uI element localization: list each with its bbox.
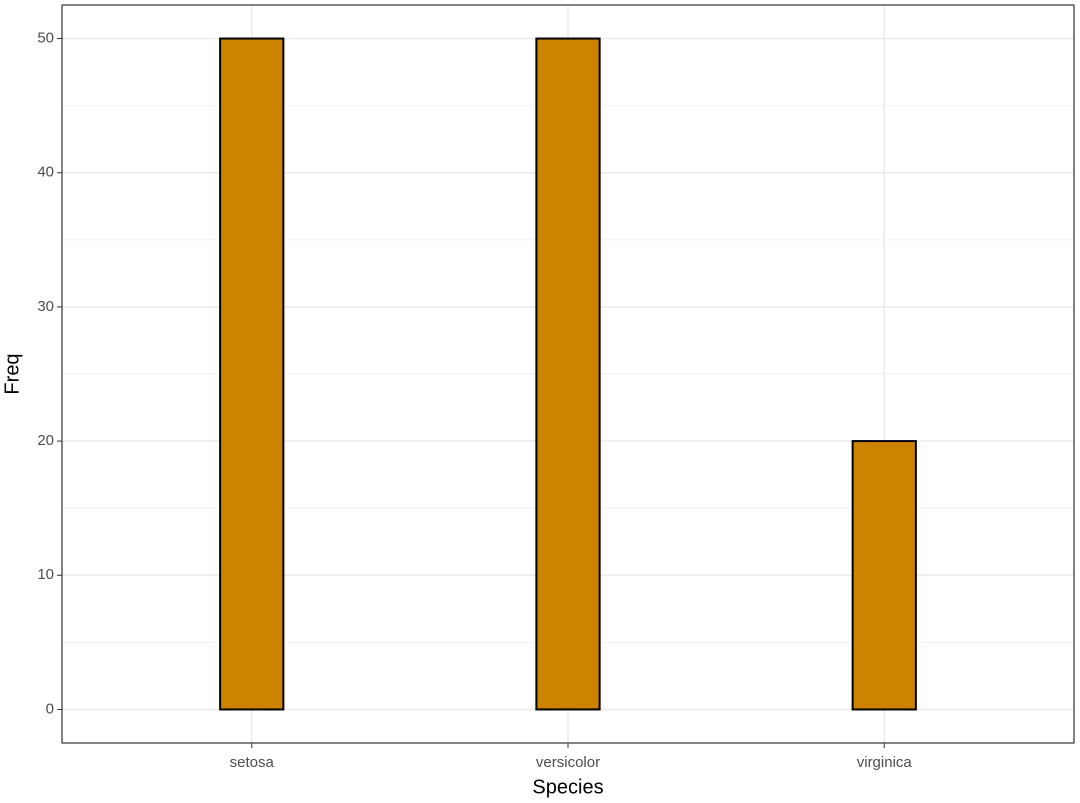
bar <box>535 37 601 711</box>
y-tick-label: 30 <box>37 298 54 315</box>
x-axis-title: Species <box>532 776 603 798</box>
y-tick-label: 10 <box>37 566 54 583</box>
y-tick-label: 0 <box>46 700 54 717</box>
panel-border <box>61 4 1075 744</box>
x-tick-label: virginica <box>857 754 913 771</box>
bar <box>851 440 917 711</box>
y-axis-title: Freq <box>1 353 23 394</box>
x-tick-label: setosa <box>230 754 275 771</box>
y-tick-label: 40 <box>37 164 54 181</box>
bar <box>219 37 285 711</box>
y-tick-label: 20 <box>37 432 54 449</box>
x-tick-label: versicolor <box>536 754 600 771</box>
y-tick-label: 50 <box>37 30 54 47</box>
